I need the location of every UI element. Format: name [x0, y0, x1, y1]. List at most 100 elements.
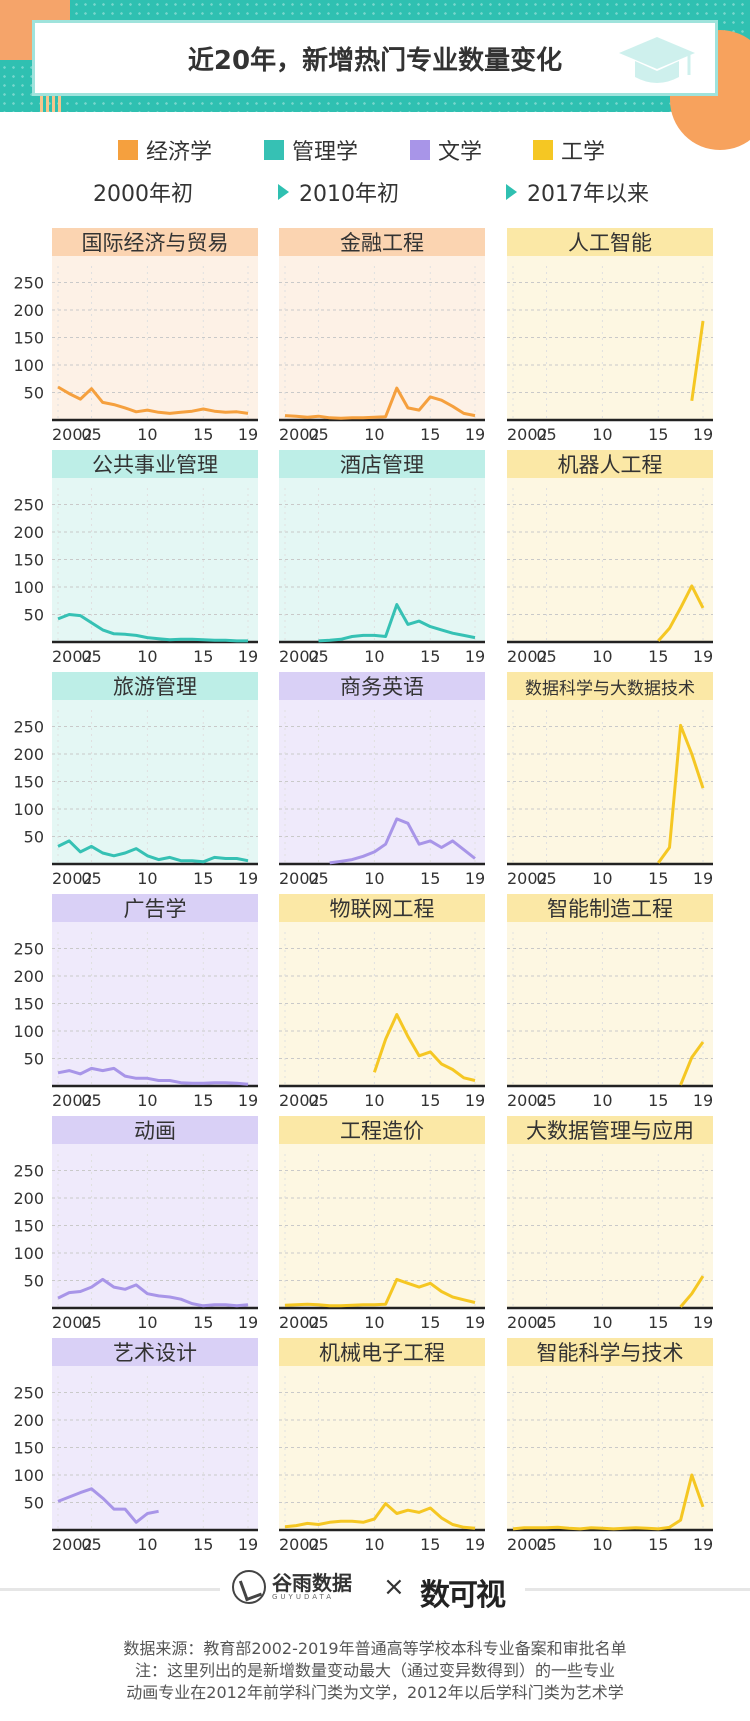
chart-title: 数据科学与大数据技术: [507, 672, 713, 700]
x-tick-label: 2002: [52, 425, 93, 444]
x-tick-label: 10: [592, 1091, 612, 1110]
chart-title: 艺术设计: [52, 1338, 258, 1366]
x-tick-label: 19: [693, 1535, 713, 1554]
y-tick-label: 100: [13, 1466, 44, 1485]
legend-item-engineering: 工学: [533, 134, 605, 166]
x-tick-label: 2002: [52, 869, 93, 888]
y-tick-label: 100: [13, 800, 44, 819]
y-tick-label: 200: [13, 301, 44, 320]
legend-label: 文学: [438, 140, 483, 165]
y-tick-label: 150: [13, 773, 44, 792]
x-tick-label: 10: [592, 1535, 612, 1554]
series-line: [318, 603, 476, 643]
x-tick-label: 19: [238, 1535, 258, 1554]
chart-title: 机械电子工程: [279, 1338, 485, 1366]
chart-panel-background: [507, 1338, 713, 1530]
x-tick-label: 2002: [52, 1535, 93, 1554]
x-tick-label: 15: [420, 647, 440, 666]
chart-title: 工程造价: [279, 1116, 485, 1144]
y-tick-label: 50: [24, 1272, 44, 1291]
y-tick-label: 50: [24, 1494, 44, 1513]
x-tick-label: 05: [536, 869, 556, 888]
y-tick-label: 150: [13, 329, 44, 348]
y-tick-label: 50: [24, 384, 44, 403]
chart-title: 机器人工程: [507, 450, 713, 478]
x-tick-label: 19: [693, 1313, 713, 1332]
x-tick-label: 19: [693, 647, 713, 666]
series-line: [329, 817, 476, 865]
footnote: 动画专业在2012年前学科门类为文学，2012年以后学科门类为艺术学: [126, 1683, 624, 1702]
y-tick-label: 200: [13, 745, 44, 764]
x-tick-label: 05: [81, 1091, 101, 1110]
x-tick-label: 2002: [52, 647, 93, 666]
x-tick-label: 2002: [507, 1313, 548, 1332]
y-tick-label: 100: [13, 356, 44, 375]
play-triangle-icon: [506, 184, 517, 200]
y-tick-label: 100: [13, 1244, 44, 1263]
header-stripes: [40, 96, 64, 112]
footer: 数据来源：教育部2002-2019年普通高等学校本科专业备案和审批名单 注：这里…: [0, 1638, 750, 1704]
x-tick-label: 19: [465, 1313, 485, 1332]
x-tick-label: 15: [648, 647, 668, 666]
x-tick-label: 05: [536, 1313, 556, 1332]
series-line: [679, 1041, 705, 1086]
x-tick-label: 19: [238, 1313, 258, 1332]
x-tick-label: 10: [364, 425, 384, 444]
x-tick-label: 15: [193, 647, 213, 666]
x-tick-label: 10: [137, 1091, 157, 1110]
legend-item-literature: 文学: [410, 134, 482, 166]
x-tick-label: 2002: [279, 647, 320, 666]
chart-title: 酒店管理: [279, 450, 485, 478]
x-tick-label: 05: [81, 647, 101, 666]
chart-panel-background: [52, 450, 258, 642]
legend-item-management: 管理学: [264, 134, 358, 166]
era-label: 2017年以来: [506, 176, 649, 208]
x-tick-label: 10: [592, 647, 612, 666]
legend-label: 经济学: [146, 140, 213, 165]
series-line: [57, 1487, 159, 1524]
x-tick-label: 19: [465, 425, 485, 444]
series-line: [657, 723, 705, 864]
series-line: [57, 1066, 249, 1086]
x-tick-label: 05: [308, 1535, 328, 1554]
y-tick-label: 200: [13, 967, 44, 986]
x-tick-label: 10: [364, 1091, 384, 1110]
chart-panel-background: [507, 228, 713, 420]
x-tick-label: 2002: [279, 1091, 320, 1110]
x-tick-label: 10: [364, 869, 384, 888]
chart-panel-background: [279, 228, 485, 420]
era-row: 2000年初 2010年初 2017年以来: [0, 176, 750, 210]
x-tick-label: 10: [364, 1313, 384, 1332]
x-tick-label: 15: [193, 1091, 213, 1110]
x-tick-label: 2002: [279, 869, 320, 888]
graduation-cap-icon: [619, 37, 695, 83]
x-tick-label: 19: [465, 1535, 485, 1554]
guyu-logo-text: 谷雨数据: [272, 1571, 352, 1595]
era-text: 2017年以来: [527, 182, 649, 207]
chart-title: 智能科学与技术: [507, 1338, 713, 1366]
x-tick-label: 2002: [52, 1313, 93, 1332]
series-line: [284, 1502, 476, 1530]
x-tick-label: 19: [693, 869, 713, 888]
chart-title: 金融工程: [279, 228, 485, 256]
x-tick-label: 2002: [279, 1535, 320, 1554]
chart-title: 物联网工程: [279, 894, 485, 922]
y-tick-label: 100: [13, 578, 44, 597]
y-tick-label: 50: [24, 1050, 44, 1069]
chart-panel-background: [52, 894, 258, 1086]
y-tick-label: 250: [13, 274, 44, 293]
x-tick-label: 2002: [507, 647, 548, 666]
era-label: 2000年初: [93, 176, 193, 208]
chart-title: 大数据管理与应用: [507, 1116, 713, 1144]
y-tick-label: 200: [13, 523, 44, 542]
chart-panel-background: [507, 1116, 713, 1308]
chart-title: 动画: [52, 1116, 258, 1144]
